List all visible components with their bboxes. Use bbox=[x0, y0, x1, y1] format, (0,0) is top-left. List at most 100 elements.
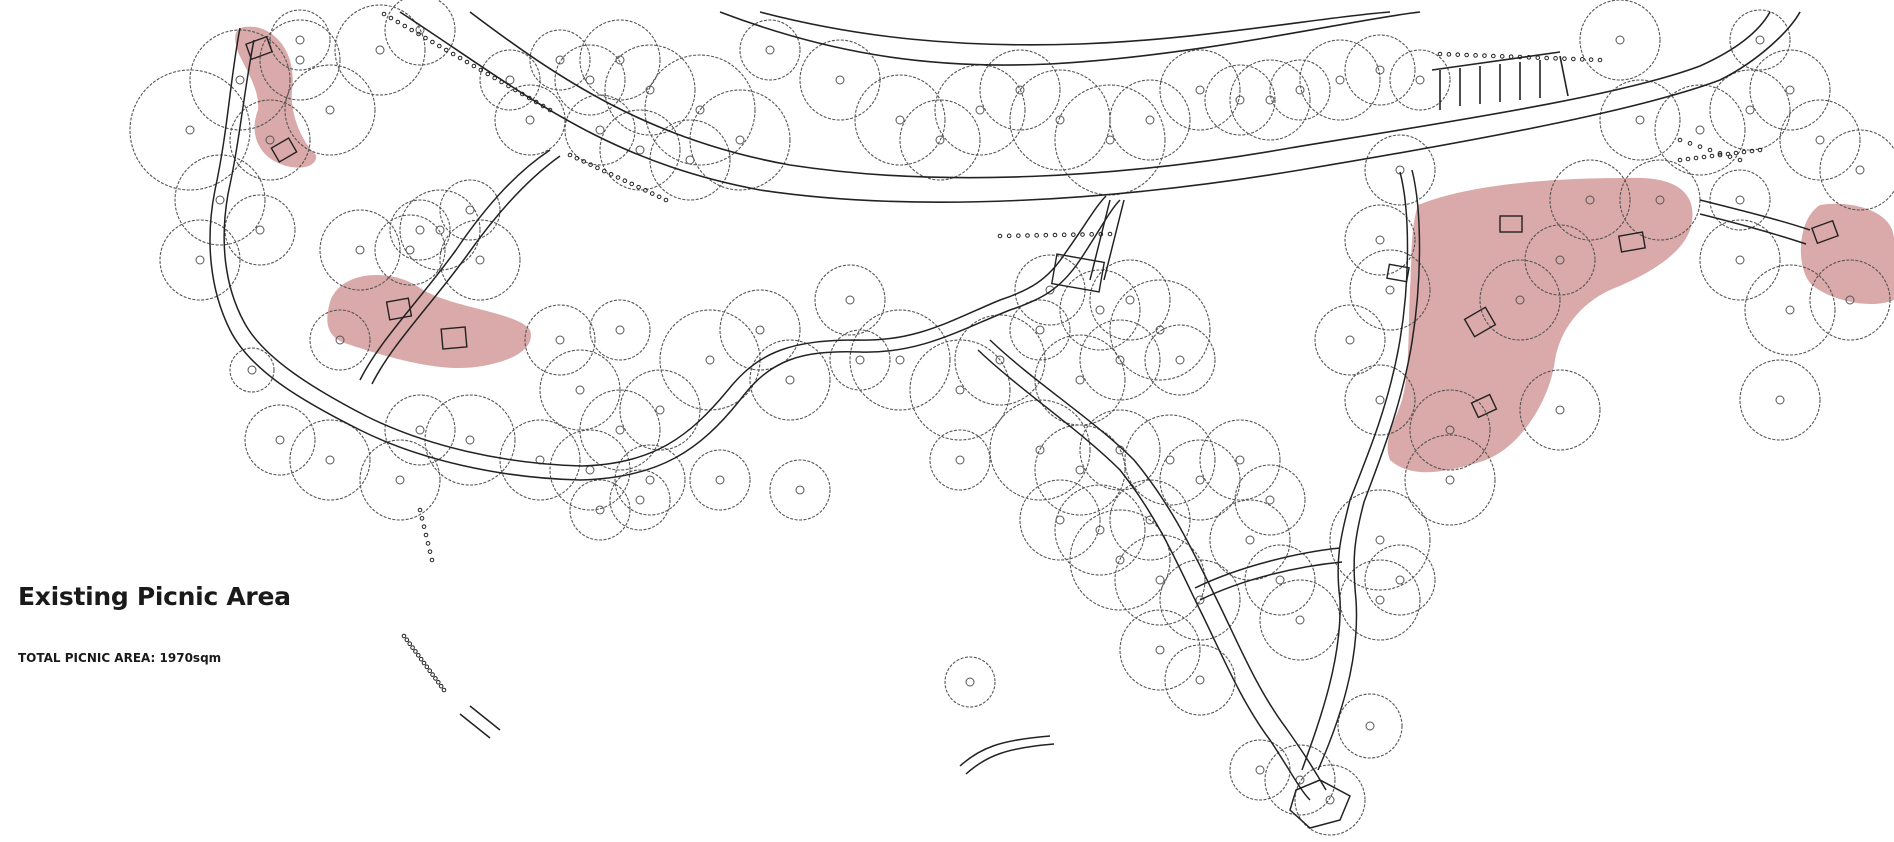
tree-canopy bbox=[829, 329, 891, 391]
tree-canopy bbox=[1337, 693, 1403, 759]
picnic-zone-far-east bbox=[1800, 203, 1894, 305]
bollard-dot bbox=[629, 181, 635, 187]
tree-trunk bbox=[1785, 85, 1795, 95]
bollard-dot bbox=[415, 652, 421, 658]
tree-trunk bbox=[405, 245, 415, 255]
tree-trunk bbox=[765, 45, 775, 55]
tree-canopy bbox=[1729, 9, 1791, 71]
bollard-dot bbox=[615, 175, 621, 180]
tree-canopy bbox=[129, 69, 251, 191]
tree-trunk bbox=[585, 75, 595, 85]
tree-canopy bbox=[399, 189, 481, 271]
tree-trunk bbox=[475, 255, 485, 265]
tree-canopy bbox=[539, 349, 621, 431]
tree-canopy bbox=[659, 309, 761, 411]
tree-trunk bbox=[1195, 675, 1205, 685]
tree-trunk bbox=[1245, 535, 1255, 545]
tree-trunk bbox=[835, 75, 845, 85]
tree-canopy bbox=[524, 304, 596, 376]
bollard-dot bbox=[419, 516, 425, 521]
tree-canopy bbox=[439, 219, 521, 301]
bollard-dot bbox=[1034, 233, 1039, 238]
tree-trunk bbox=[735, 135, 745, 145]
tree-canopy bbox=[1264, 744, 1336, 816]
tree-canopy bbox=[619, 369, 701, 451]
tree-trunk bbox=[955, 455, 965, 465]
bollard-dot bbox=[471, 63, 477, 69]
north-road-edge bbox=[719, 11, 1421, 66]
tree-trunk bbox=[435, 225, 445, 235]
bollard-dot bbox=[388, 15, 394, 21]
bollard-dot bbox=[402, 23, 408, 29]
tree-canopy bbox=[1229, 739, 1291, 801]
tree-trunk bbox=[1445, 475, 1455, 485]
bollard-dot bbox=[601, 168, 607, 174]
bollard-dot bbox=[656, 194, 662, 200]
tree-canopy bbox=[1294, 764, 1366, 836]
north-road-inner bbox=[759, 11, 1391, 46]
tree-trunk bbox=[635, 495, 645, 505]
bollard-dot bbox=[1717, 152, 1723, 158]
bollard-dot bbox=[1727, 154, 1733, 159]
bollard-dot bbox=[416, 31, 421, 37]
bollard-dot bbox=[649, 191, 655, 196]
tree-trunk bbox=[295, 35, 305, 45]
bollard-dot bbox=[1571, 56, 1576, 62]
tree-canopy bbox=[579, 19, 661, 101]
looping-footpath-outer bbox=[209, 27, 1121, 481]
tree-canopy bbox=[1109, 279, 1211, 381]
tree-trunk bbox=[1585, 195, 1595, 205]
tree-canopy bbox=[1299, 39, 1381, 121]
tree-canopy bbox=[1089, 259, 1171, 341]
bollard-dot bbox=[413, 649, 418, 654]
tree-canopy bbox=[1164, 644, 1236, 716]
tree-canopy bbox=[224, 194, 296, 266]
tree-trunk bbox=[1095, 305, 1105, 315]
tree-canopy bbox=[1269, 59, 1331, 121]
tree-trunk bbox=[247, 365, 257, 375]
tree-trunk bbox=[1125, 295, 1135, 305]
tree-trunk bbox=[1375, 395, 1385, 405]
bollard-dot bbox=[427, 668, 433, 674]
bollard-dot bbox=[1685, 156, 1691, 162]
tree-trunk bbox=[1115, 555, 1125, 565]
tree-trunk bbox=[555, 55, 565, 65]
bollard-dot bbox=[595, 165, 600, 171]
tree-trunk bbox=[1235, 95, 1245, 105]
main-road-outer-edge bbox=[399, 11, 1801, 203]
tree-trunk bbox=[1295, 85, 1305, 95]
tree-trunk bbox=[1445, 425, 1455, 435]
tree-canopy bbox=[1114, 534, 1206, 626]
tree-canopy bbox=[229, 99, 311, 181]
tree-trunk bbox=[1195, 475, 1205, 485]
bollard-dot bbox=[1473, 53, 1478, 58]
tree-canopy bbox=[1234, 464, 1306, 536]
tree-canopy bbox=[649, 119, 731, 201]
tree-canopy bbox=[1159, 439, 1241, 521]
bollard-dot bbox=[1526, 55, 1532, 60]
bollard-dot bbox=[443, 47, 449, 53]
tree-canopy bbox=[1209, 499, 1291, 581]
bollard-dot bbox=[437, 43, 442, 49]
tree-trunk bbox=[505, 75, 515, 85]
tree-canopy bbox=[1739, 359, 1821, 441]
tree-trunk bbox=[1395, 575, 1405, 585]
tree-canopy bbox=[569, 479, 631, 541]
picnic-zones bbox=[235, 26, 1894, 473]
bollard-dot bbox=[574, 155, 580, 161]
tree-trunk bbox=[1275, 575, 1285, 585]
bollard-dot bbox=[441, 687, 447, 693]
tree-canopy bbox=[1124, 414, 1216, 506]
tree-trunk bbox=[525, 115, 535, 125]
bollard-dot bbox=[381, 11, 387, 17]
tree-canopy bbox=[1199, 419, 1281, 501]
bollard-dot bbox=[636, 184, 641, 190]
tree-canopy bbox=[1329, 489, 1431, 591]
tree-trunk bbox=[645, 475, 655, 485]
tree-canopy bbox=[1034, 424, 1126, 516]
bollards-and-fence-dots bbox=[381, 11, 1763, 693]
tree-trunk bbox=[1735, 255, 1745, 265]
bollard-dot bbox=[433, 676, 438, 681]
tree-trunk bbox=[685, 155, 695, 165]
southwest-path-2 bbox=[965, 743, 1055, 775]
